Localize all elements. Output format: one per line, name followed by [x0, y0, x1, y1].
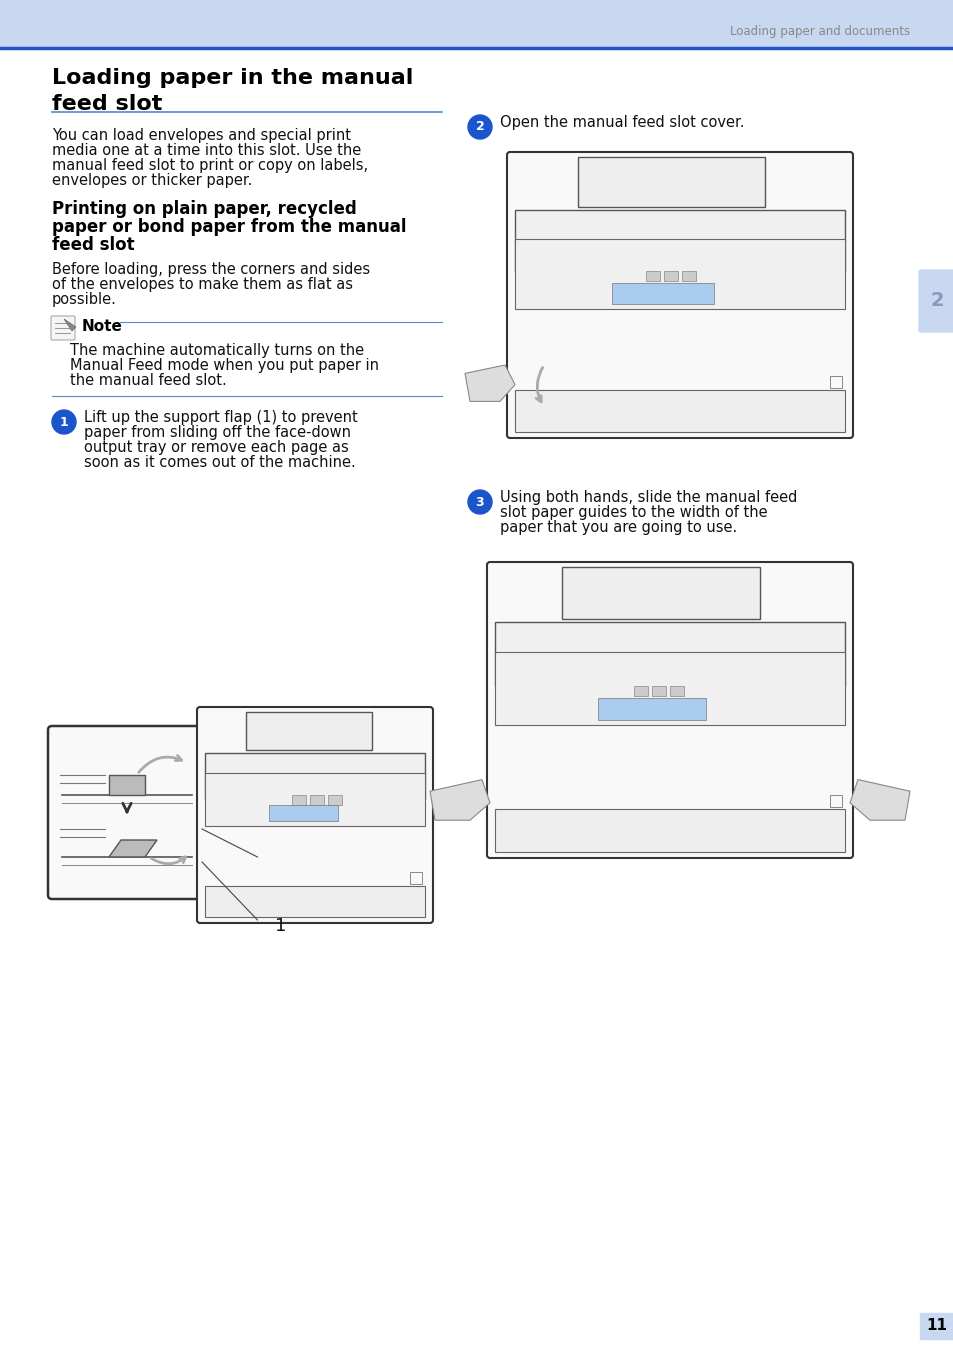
- Bar: [205, 773, 424, 825]
- Text: The machine automatically turns on the: The machine automatically turns on the: [70, 343, 364, 358]
- Text: Loading paper and documents: Loading paper and documents: [729, 26, 909, 38]
- Text: Loading paper in the manual: Loading paper in the manual: [52, 68, 413, 88]
- Bar: [246, 712, 372, 750]
- Text: Open the manual feed slot cover.: Open the manual feed slot cover.: [499, 115, 743, 130]
- FancyBboxPatch shape: [51, 316, 75, 340]
- Text: 1: 1: [274, 917, 286, 935]
- Text: paper or bond paper from the manual: paper or bond paper from the manual: [52, 218, 406, 236]
- Text: 1: 1: [59, 416, 69, 428]
- Bar: [495, 808, 844, 852]
- Bar: [681, 272, 696, 281]
- Text: 2: 2: [930, 292, 943, 311]
- Bar: [651, 685, 665, 696]
- Bar: [663, 272, 678, 281]
- FancyBboxPatch shape: [918, 270, 953, 332]
- Bar: [634, 685, 647, 696]
- Bar: [0, 0, 953, 49]
- FancyBboxPatch shape: [48, 725, 206, 898]
- Bar: [515, 390, 844, 432]
- Text: You can load envelopes and special print: You can load envelopes and special print: [52, 128, 351, 143]
- Bar: [829, 376, 841, 388]
- Bar: [612, 282, 713, 304]
- Bar: [410, 871, 421, 884]
- Bar: [515, 211, 844, 272]
- Bar: [645, 272, 659, 281]
- Text: feed slot: feed slot: [52, 236, 134, 254]
- Bar: [205, 885, 424, 917]
- Bar: [598, 697, 705, 720]
- Bar: [919, 1313, 953, 1339]
- Bar: [310, 794, 324, 804]
- Polygon shape: [849, 780, 909, 820]
- Bar: [495, 653, 844, 724]
- Bar: [515, 239, 844, 309]
- Bar: [292, 794, 306, 804]
- Text: of the envelopes to make them as flat as: of the envelopes to make them as flat as: [52, 277, 353, 292]
- Text: Before loading, press the corners and sides: Before loading, press the corners and si…: [52, 262, 370, 277]
- Bar: [669, 685, 683, 696]
- Bar: [829, 794, 841, 807]
- Text: 3: 3: [476, 496, 484, 508]
- Text: Using both hands, slide the manual feed: Using both hands, slide the manual feed: [499, 490, 797, 505]
- Text: paper that you are going to use.: paper that you are going to use.: [499, 520, 737, 535]
- Text: feed slot: feed slot: [52, 95, 162, 113]
- Bar: [578, 157, 764, 208]
- Text: output tray or remove each page as: output tray or remove each page as: [84, 440, 349, 455]
- Bar: [328, 794, 341, 804]
- Polygon shape: [64, 319, 76, 331]
- Bar: [269, 805, 337, 820]
- Circle shape: [468, 490, 492, 513]
- Polygon shape: [430, 780, 490, 820]
- FancyBboxPatch shape: [506, 153, 852, 438]
- Text: possible.: possible.: [52, 292, 117, 307]
- Polygon shape: [464, 365, 515, 401]
- Polygon shape: [109, 840, 157, 857]
- Text: manual feed slot to print or copy on labels,: manual feed slot to print or copy on lab…: [52, 158, 368, 173]
- FancyBboxPatch shape: [486, 562, 852, 858]
- Text: soon as it comes out of the machine.: soon as it comes out of the machine.: [84, 455, 355, 470]
- Text: slot paper guides to the width of the: slot paper guides to the width of the: [499, 505, 767, 520]
- Text: media one at a time into this slot. Use the: media one at a time into this slot. Use …: [52, 143, 361, 158]
- Text: Note: Note: [82, 319, 123, 334]
- Text: Manual Feed mode when you put paper in: Manual Feed mode when you put paper in: [70, 358, 378, 373]
- Text: 11: 11: [925, 1319, 946, 1333]
- Bar: [561, 567, 760, 619]
- Bar: [495, 623, 844, 686]
- Text: 2: 2: [476, 120, 484, 134]
- Circle shape: [468, 115, 492, 139]
- FancyBboxPatch shape: [196, 707, 433, 923]
- Circle shape: [52, 409, 76, 434]
- Text: Printing on plain paper, recycled: Printing on plain paper, recycled: [52, 200, 356, 218]
- Text: paper from sliding off the face-down: paper from sliding off the face-down: [84, 426, 351, 440]
- Bar: [109, 774, 145, 794]
- Text: Lift up the support flap (1) to prevent: Lift up the support flap (1) to prevent: [84, 409, 357, 426]
- Text: envelopes or thicker paper.: envelopes or thicker paper.: [52, 173, 253, 188]
- Text: the manual feed slot.: the manual feed slot.: [70, 373, 227, 388]
- Bar: [205, 753, 424, 798]
